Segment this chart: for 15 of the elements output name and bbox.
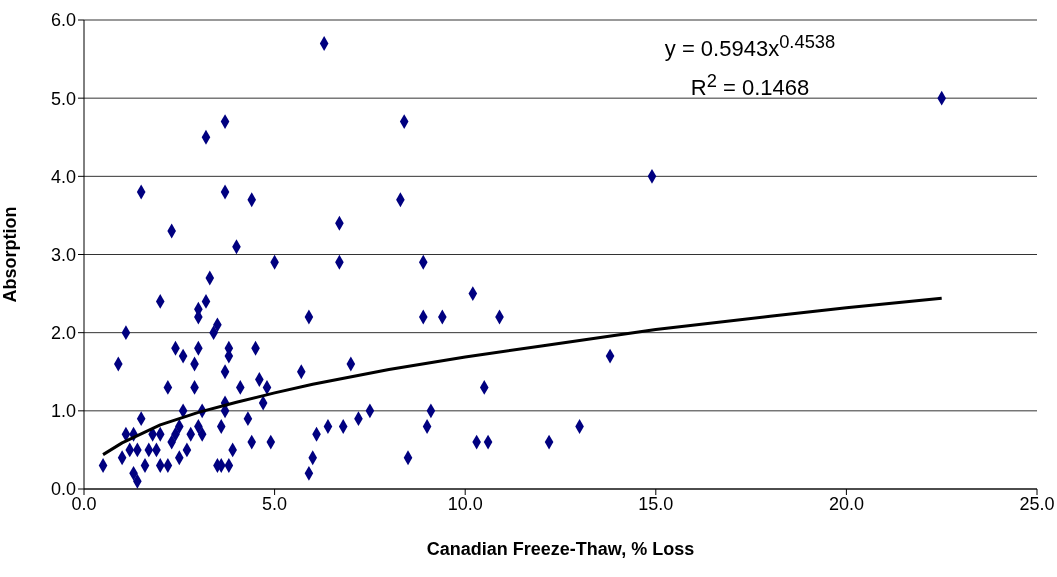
y-tick-label: 6.0 [50,10,76,31]
y-axis-title: Absorption [0,206,21,303]
y-tick-label: 5.0 [50,88,76,109]
y-tick-label: 1.0 [50,401,76,422]
x-tick-label: 10.0 [447,493,483,514]
annotation: y = 0.5943x$^{0.4538}$ [663,30,837,64]
x-tick-label: 5.0 [262,493,288,514]
y-tick-label: 3.0 [50,244,76,265]
x-tick-label: 20.0 [828,493,864,514]
y-tick-label: 4.0 [50,166,76,187]
x-axis-title: Canadian Freeze-Thaw, % Loss [426,539,695,559]
x-tick-label: 25.0 [1019,493,1055,514]
x-tick-label: 15.0 [638,493,674,514]
annotation: R$^{2}$ = 0.1468 [689,69,811,103]
y-tick-label: 2.0 [50,323,76,344]
